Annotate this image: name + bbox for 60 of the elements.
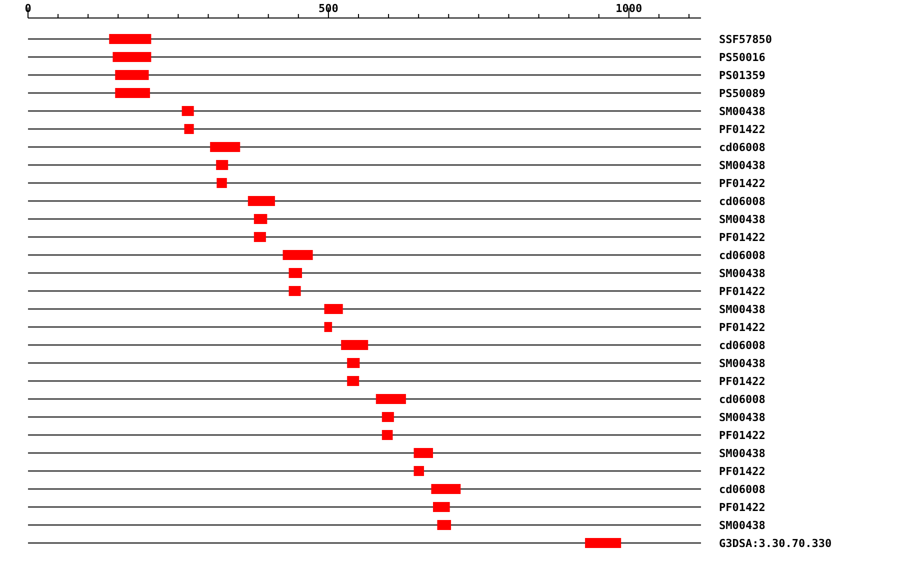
y-tick-label: SSF57850 bbox=[719, 33, 772, 46]
bar bbox=[254, 232, 266, 242]
bar bbox=[282, 250, 313, 260]
y-tick-label: PF01422 bbox=[719, 123, 766, 136]
y-tick-label: SM00438 bbox=[719, 213, 766, 226]
y-tick-label: G3DSA:3.30.70.330 bbox=[719, 537, 832, 550]
y-tick-label: SM00438 bbox=[719, 411, 766, 424]
y-tick-label: cd06008 bbox=[719, 141, 766, 154]
y-tick-label: PF01422 bbox=[719, 321, 766, 334]
bar bbox=[341, 340, 368, 350]
y-tick-label: PF01422 bbox=[719, 501, 766, 514]
bar bbox=[109, 34, 152, 44]
y-tick-label: PF01422 bbox=[719, 177, 766, 190]
bar bbox=[324, 322, 332, 332]
y-tick-label: SM00438 bbox=[719, 267, 766, 280]
y-tick-label: PS50016 bbox=[719, 51, 766, 64]
y-tick-label: cd06008 bbox=[719, 195, 766, 208]
bar bbox=[347, 358, 360, 368]
x-tick-label: 1000 bbox=[616, 2, 642, 15]
bar bbox=[112, 52, 152, 62]
bar bbox=[210, 142, 240, 152]
bar bbox=[414, 448, 433, 458]
bar bbox=[382, 430, 393, 440]
bar bbox=[248, 196, 275, 206]
bar bbox=[382, 412, 394, 422]
bar bbox=[182, 106, 194, 116]
bar bbox=[288, 268, 302, 278]
bar bbox=[324, 304, 343, 314]
y-tick-label: SM00438 bbox=[719, 357, 766, 370]
bar bbox=[376, 394, 406, 404]
y-tick-label: SM00438 bbox=[719, 303, 766, 316]
bar bbox=[414, 466, 424, 476]
y-tick-label: SM00438 bbox=[719, 105, 766, 118]
bar bbox=[585, 538, 622, 548]
bar bbox=[347, 376, 360, 386]
bar bbox=[216, 160, 228, 170]
y-tick-label: cd06008 bbox=[719, 339, 766, 352]
x-tick-label: 500 bbox=[318, 2, 338, 15]
y-tick-label: cd06008 bbox=[719, 249, 766, 262]
y-tick-label: PF01422 bbox=[719, 429, 766, 442]
y-tick-label: PF01422 bbox=[719, 285, 766, 298]
bar bbox=[437, 520, 452, 530]
bar bbox=[431, 484, 461, 494]
y-tick-label: PF01422 bbox=[719, 231, 766, 244]
y-tick-label: cd06008 bbox=[719, 393, 766, 406]
bar bbox=[115, 88, 150, 98]
y-tick-label: PF01422 bbox=[719, 465, 766, 478]
y-tick-label: SM00438 bbox=[719, 447, 766, 460]
y-tick-label: cd06008 bbox=[719, 483, 766, 496]
bar bbox=[254, 214, 268, 224]
y-tick-label: PF01422 bbox=[719, 375, 766, 388]
bar bbox=[184, 124, 194, 134]
bar bbox=[288, 286, 301, 296]
y-tick-label: PS01359 bbox=[719, 69, 766, 82]
bar bbox=[216, 178, 227, 188]
y-tick-label: PS50089 bbox=[719, 87, 766, 100]
bar bbox=[433, 502, 450, 512]
y-tick-label: SM00438 bbox=[719, 519, 766, 532]
bar bbox=[115, 70, 149, 80]
y-tick-label: SM00438 bbox=[719, 159, 766, 172]
